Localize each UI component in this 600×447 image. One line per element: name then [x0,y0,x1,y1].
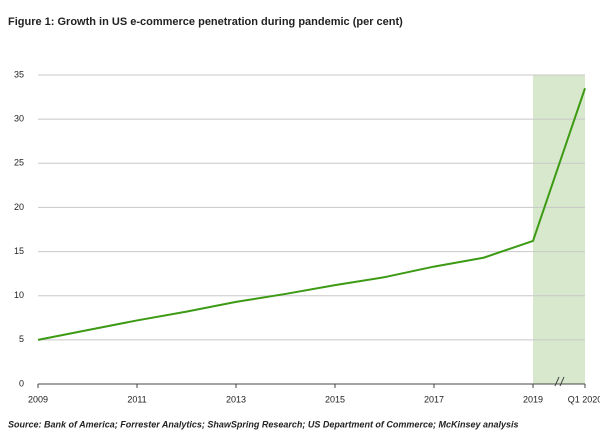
x-tick-label: 2011 [127,394,146,404]
x-tick-label: 2015 [325,394,345,404]
highlight-band [533,75,585,384]
break-mark [554,376,560,387]
x-tick-label: 2013 [226,394,246,404]
y-tick-label: 20 [14,202,24,212]
y-tick-label: 15 [14,246,24,256]
y-tick-label: 0 [19,378,24,388]
break-mark [559,376,565,387]
plot-area: 0 5 10 15 20 25 30 35 2009 2011 2013 2015 2017 2019 Q1… [14,69,600,404]
x-tick-label: 2019 [523,394,543,404]
x-tick-label: 2017 [424,394,444,404]
y-tick-label: 5 [19,334,24,344]
source-note: Source: Bank of America; Forrester Analy… [8,419,519,429]
axis-break [554,376,565,387]
y-tick-label: 30 [14,114,24,124]
chart-title: Figure 1: Growth in US e-commerce penetr… [8,16,403,28]
y-tick-label: 10 [14,290,24,300]
y-tick-label: 25 [14,158,24,168]
data-line [37,87,586,341]
y-tick-label: 35 [14,69,24,79]
x-tick-label: 2009 [28,394,48,404]
x-tick-label: Q1 2020 [568,394,600,404]
